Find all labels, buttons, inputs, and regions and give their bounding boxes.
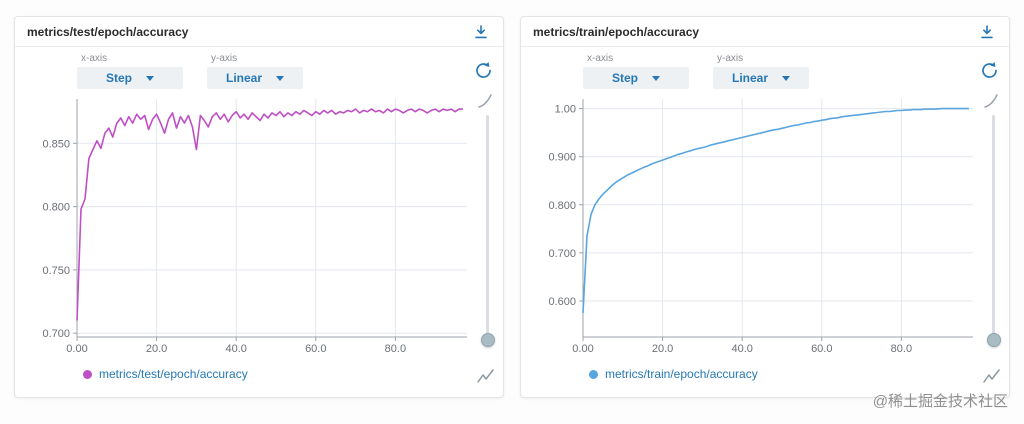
panels-row: metrics/test/epoch/accuracy x-axis Step [14, 16, 1010, 398]
x-axis-label: x-axis [81, 53, 108, 64]
svg-text:60.0: 60.0 [305, 343, 326, 355]
legend-label: metrics/train/epoch/accuracy [605, 367, 758, 381]
svg-text:0.750: 0.750 [42, 265, 70, 277]
legend-item[interactable]: metrics/test/epoch/accuracy [83, 367, 248, 381]
curve-toggle-button[interactable] [982, 93, 1000, 111]
x-axis-value: Step [611, 71, 638, 85]
svg-text:0.900: 0.900 [548, 152, 576, 164]
x-axis-group: x-axis Step [583, 53, 689, 89]
refresh-button[interactable] [979, 61, 999, 81]
svg-text:20.0: 20.0 [146, 343, 167, 355]
svg-text:60.0: 60.0 [811, 343, 832, 355]
y-axis-label: y-axis [717, 53, 744, 64]
axis-controls: x-axis Step y-axis Linear [77, 53, 303, 89]
watermark: @稀土掘金技术社区 [872, 393, 1008, 410]
svg-text:0.00: 0.00 [572, 343, 593, 355]
x-axis-select[interactable]: Step [77, 67, 183, 89]
curve-icon [477, 94, 492, 108]
download-button[interactable] [977, 22, 997, 42]
chart-panel-train: metrics/train/epoch/accuracy x-axis Step [520, 16, 1010, 398]
x-axis-label: x-axis [587, 53, 614, 64]
y-axis-value: Linear [225, 71, 262, 85]
y-axis-select[interactable]: Linear [713, 67, 809, 89]
chart-canvas-train[interactable]: 0.600 0.700 0.800 0.900 1.00 0.00 20.0 40.0 60.0… [533, 93, 977, 357]
chart-panel-test: metrics/test/epoch/accuracy x-axis Step [14, 16, 504, 398]
y-axis-value: Linear [731, 71, 768, 85]
y-axis-group: y-axis Linear [713, 53, 809, 89]
svg-text:0.600: 0.600 [548, 296, 576, 308]
zigzag-line-icon [477, 369, 494, 383]
x-axis-group: x-axis Step [77, 53, 183, 89]
line-chart-toggle-button[interactable] [982, 369, 1002, 385]
download-icon [981, 24, 993, 38]
chevron-down-icon [652, 75, 660, 81]
svg-text:0.800: 0.800 [548, 200, 576, 212]
panel-title: metrics/train/epoch/accuracy [533, 24, 700, 39]
panel-header: metrics/train/epoch/accuracy [521, 17, 1009, 47]
x-axis-value: Step [105, 71, 132, 85]
svg-text:0.700: 0.700 [548, 248, 576, 260]
svg-text:80.0: 80.0 [891, 343, 912, 355]
download-icon [475, 24, 487, 38]
refresh-icon [981, 62, 997, 78]
svg-text:80.0: 80.0 [385, 343, 406, 355]
y-axis-group: y-axis Linear [207, 53, 303, 89]
chevron-down-icon [782, 75, 790, 81]
legend-item[interactable]: metrics/train/epoch/accuracy [589, 367, 758, 381]
svg-text:0.850: 0.850 [42, 138, 70, 150]
refresh-icon [475, 62, 491, 78]
legend-dot [589, 369, 598, 379]
chevron-down-icon [276, 75, 284, 81]
x-axis-select[interactable]: Step [583, 67, 689, 89]
svg-text:0.800: 0.800 [42, 202, 70, 214]
svg-text:0.700: 0.700 [42, 328, 70, 340]
download-button[interactable] [471, 22, 491, 42]
svg-text:0.00: 0.00 [66, 343, 87, 355]
svg-text:20.0: 20.0 [652, 343, 673, 355]
svg-text:40.0: 40.0 [225, 343, 246, 355]
refresh-button[interactable] [473, 61, 493, 81]
line-chart-toggle-button[interactable] [476, 369, 496, 385]
curve-toggle-button[interactable] [476, 93, 494, 111]
panel-header: metrics/test/epoch/accuracy [15, 17, 503, 47]
legend-dot [83, 369, 92, 379]
chevron-down-icon [146, 75, 154, 81]
zigzag-line-icon [983, 369, 1000, 383]
slider-track[interactable] [992, 115, 995, 339]
slider-track[interactable] [486, 115, 489, 339]
axis-controls: x-axis Step y-axis Linear [583, 53, 809, 89]
y-axis-select[interactable]: Linear [207, 67, 303, 89]
chart-canvas-test[interactable]: 0.700 0.750 0.800 0.850 0.00 20.0 40.0 60.0 80.0 [27, 93, 471, 357]
y-axis-label: y-axis [211, 53, 238, 64]
legend-label: metrics/test/epoch/accuracy [99, 367, 248, 381]
slider-handle[interactable] [987, 333, 1001, 347]
panel-title: metrics/test/epoch/accuracy [27, 24, 189, 39]
curve-icon [983, 94, 998, 108]
slider-handle[interactable] [481, 333, 495, 347]
svg-text:1.00: 1.00 [555, 104, 576, 116]
svg-text:40.0: 40.0 [731, 343, 752, 355]
